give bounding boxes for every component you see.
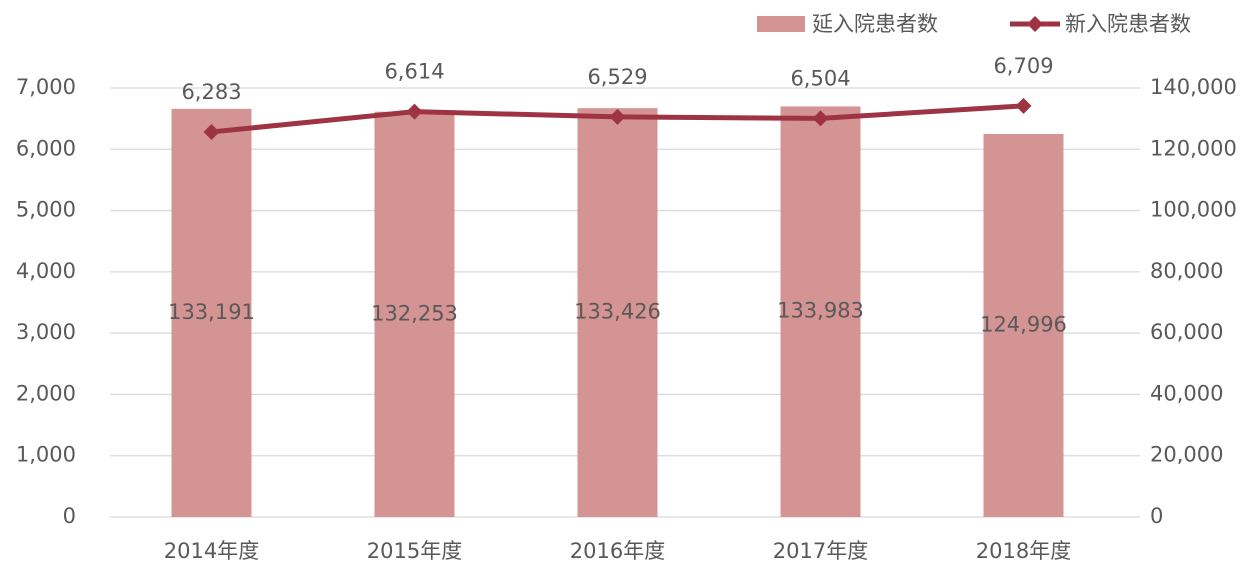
y2-tick-label: 120,000 [1150, 136, 1237, 160]
bar [983, 133, 1064, 517]
marker [609, 108, 626, 125]
data-label: 132,253 [371, 301, 458, 325]
data-label: 6,614 [384, 60, 444, 84]
y-tick-label: 4,000 [16, 259, 76, 283]
bar [780, 106, 861, 517]
data-label: 133,983 [777, 299, 864, 323]
y-tick-label: 1,000 [16, 443, 76, 467]
bar [171, 108, 252, 518]
marker [812, 110, 829, 127]
y2-tick-label: 140,000 [1150, 75, 1237, 99]
y2-tick-label: 100,000 [1150, 198, 1237, 222]
y-tick-label: 6,000 [16, 136, 76, 160]
marker [203, 123, 220, 140]
y2-tick-label: 40,000 [1150, 381, 1223, 405]
legend-swatch [757, 16, 805, 32]
x-tick-label: 2018年度 [976, 539, 1071, 563]
data-label: 6,283 [181, 80, 241, 104]
marker [406, 103, 423, 120]
data-label: 133,191 [168, 300, 255, 324]
y-tick-label: 0 [63, 504, 76, 528]
x-tick-label: 2014年度 [164, 539, 259, 563]
legend-marker [1027, 16, 1043, 32]
y2-tick-label: 20,000 [1150, 443, 1223, 467]
legend-label: 新入院患者数 [1065, 12, 1191, 36]
y2-tick-label: 60,000 [1150, 320, 1223, 344]
data-label: 6,529 [587, 65, 647, 89]
y-tick-label: 7,000 [16, 75, 76, 99]
y-tick-label: 3,000 [16, 320, 76, 344]
x-tick-label: 2016年度 [570, 539, 665, 563]
data-label: 124,996 [980, 312, 1067, 336]
y-tick-label: 2,000 [16, 381, 76, 405]
y-tick-label: 5,000 [16, 198, 76, 222]
x-tick-label: 2015年度 [367, 539, 462, 563]
y2-tick-label: 0 [1150, 504, 1163, 528]
marker [1015, 97, 1032, 114]
y2-tick-label: 80,000 [1150, 259, 1223, 283]
bar [577, 108, 658, 517]
legend-label: 延入院患者数 [812, 12, 938, 36]
data-label: 6,709 [993, 54, 1053, 78]
x-tick-label: 2017年度 [773, 539, 868, 563]
data-label: 133,426 [574, 300, 661, 324]
bar [374, 111, 455, 518]
data-label: 6,504 [790, 66, 850, 90]
